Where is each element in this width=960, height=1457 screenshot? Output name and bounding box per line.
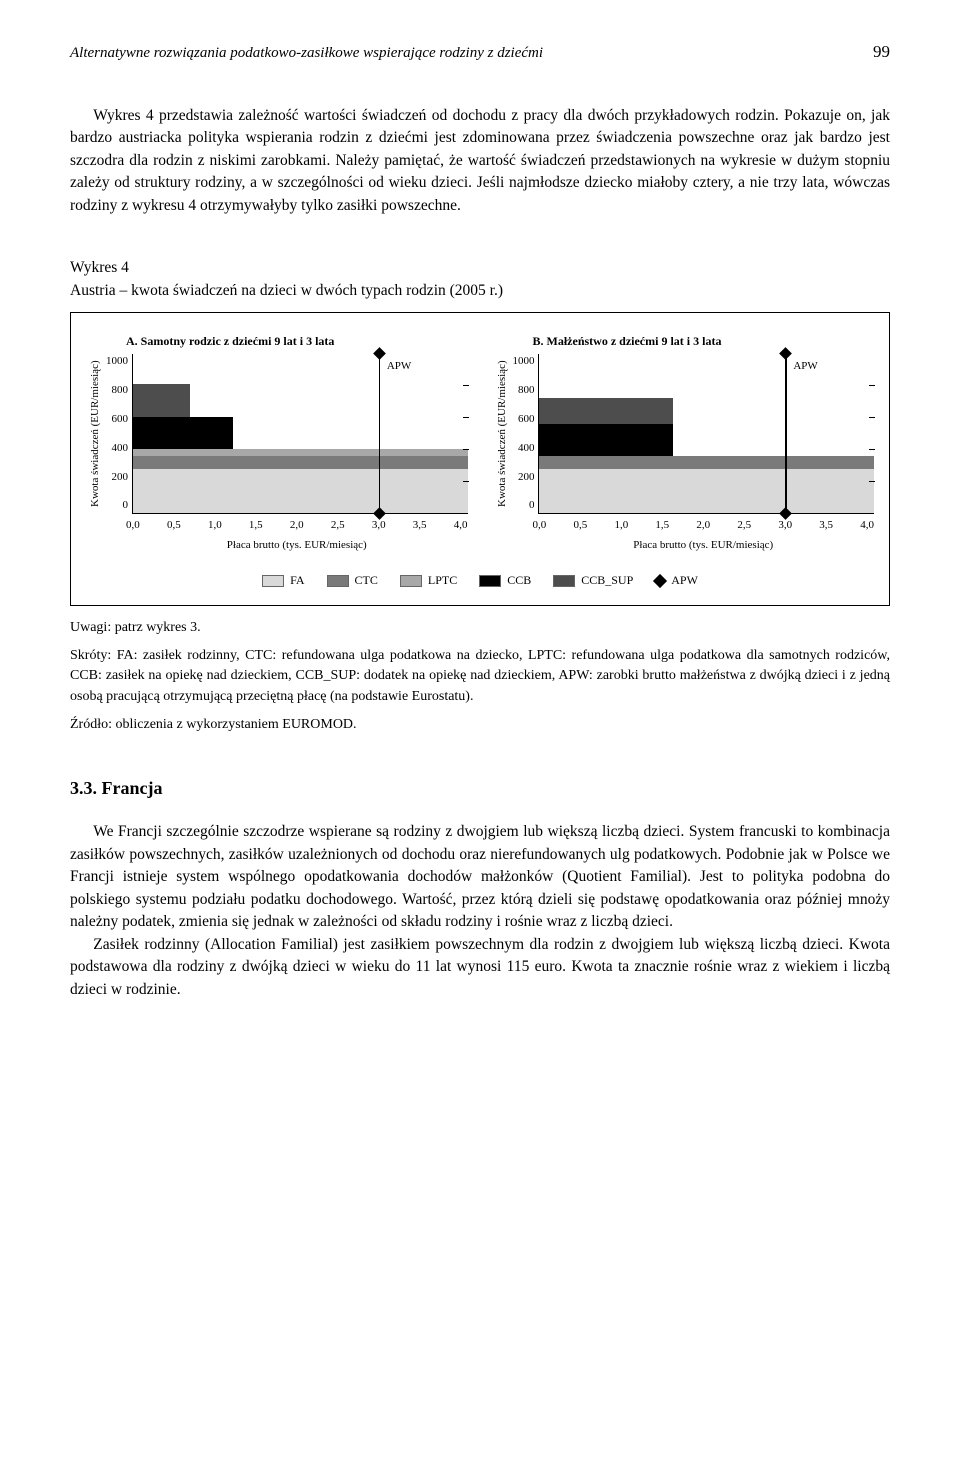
chart-panel-b: B. Małżeństwo z dziećmi 9 lat i 3 lata K…	[493, 333, 875, 554]
panel-b-xticks: 0,0 0,5 1,0 1,5 2,0 2,5 3,0 3,5 4,0	[533, 518, 875, 534]
axis-dash	[869, 481, 875, 482]
chart-abbrev: Skróty: FA: zasiłek rodzinny, CTC: refun…	[70, 646, 890, 707]
xtick-label: 0,0	[533, 518, 547, 534]
legend-swatch	[327, 575, 349, 587]
axis-dash	[463, 481, 469, 482]
bar-layer-fa	[133, 469, 468, 514]
xtick-label: 1,0	[208, 518, 222, 534]
legend-label: CTC	[355, 572, 378, 589]
running-title: Alternatywne rozwiązania podatkowo-zasił…	[70, 43, 543, 65]
section-para-1: We Francji szczególnie szczodrze wspiera…	[70, 821, 890, 933]
bar-layer-fa	[539, 469, 874, 514]
chart-notes: Uwagi: patrz wykres 3.	[70, 618, 890, 638]
xtick-label: 0,5	[167, 518, 181, 534]
ytick-label: 600	[512, 412, 534, 428]
ytick-label: 200	[106, 470, 128, 486]
legend-swatch	[262, 575, 284, 587]
axis-dash	[463, 449, 469, 450]
panel-b-apw-label: APW	[793, 359, 817, 375]
legend-label: LPTC	[428, 572, 457, 589]
chart-heading-line2: Austria – kwota świadczeń na dzieci w dw…	[70, 282, 503, 299]
ytick-label: 600	[106, 412, 128, 428]
ytick-label: 800	[512, 383, 534, 399]
xtick-label: 1,5	[655, 518, 669, 534]
legend-item-ctc: CTC	[327, 572, 378, 589]
panel-a-yticks: 1000 800 600 400 200 0	[106, 354, 132, 514]
section-heading: 3.3. Francja	[70, 775, 890, 801]
intro-paragraph: Wykres 4 przedstawia zależność wartości …	[70, 105, 890, 217]
ytick-label: 200	[512, 470, 534, 486]
axis-dash	[869, 417, 875, 418]
legend-item-lptc: LPTC	[400, 572, 457, 589]
panel-a-xticks: 0,0 0,5 1,0 1,5 2,0 2,5 3,0 3,5 4,0	[126, 518, 468, 534]
chart-panel-a: A. Samotny rodzic z dziećmi 9 lat i 3 la…	[86, 333, 468, 554]
legend-diamond-icon	[653, 574, 667, 588]
chart-legend: FA CTC LPTC CCB CCB_SUP APW	[86, 572, 874, 589]
ytick-label: 400	[106, 441, 128, 457]
legend-item-ccb_sup: CCB_SUP	[553, 572, 633, 589]
xtick-label: 2,0	[290, 518, 304, 534]
ytick-label: 0	[106, 498, 128, 514]
chart-source: Źródło: obliczenia z wykorzystaniem EURO…	[70, 715, 890, 735]
xtick-label: 4,0	[860, 518, 874, 534]
xtick-label: 2,0	[696, 518, 710, 534]
panel-b-title: B. Małżeństwo z dziećmi 9 lat i 3 lata	[493, 333, 875, 350]
axis-dash	[869, 385, 875, 386]
chart-container: A. Samotny rodzic z dziećmi 9 lat i 3 la…	[70, 312, 890, 606]
panel-b-xlabel: Płaca brutto (tys. EUR/miesiąc)	[533, 538, 875, 554]
panel-a-apw-label: APW	[387, 359, 411, 375]
legend-label: APW	[671, 572, 698, 589]
axis-dash	[463, 417, 469, 418]
apw-marker	[379, 354, 381, 513]
xtick-label: 1,0	[614, 518, 628, 534]
chart-heading-line1: Wykres 4	[70, 257, 890, 279]
legend-item-ccb: CCB	[479, 572, 531, 589]
legend-item-fa: FA	[262, 572, 304, 589]
xtick-label: 0,0	[126, 518, 140, 534]
panel-a-xlabel: Płaca brutto (tys. EUR/miesiąc)	[126, 538, 468, 554]
panel-a-title: A. Samotny rodzic z dziećmi 9 lat i 3 la…	[86, 333, 468, 350]
section-para-2: Zasiłek rodzinny (Allocation Familial) j…	[70, 934, 890, 1001]
page-number: 99	[873, 40, 890, 65]
xtick-label: 1,5	[249, 518, 263, 534]
apw-marker	[785, 354, 787, 513]
legend-swatch	[553, 575, 575, 587]
legend-swatch	[479, 575, 501, 587]
xtick-label: 3,0	[372, 518, 386, 534]
ytick-label: 800	[106, 383, 128, 399]
xtick-label: 3,5	[819, 518, 833, 534]
panel-a-plot: APW	[132, 354, 468, 514]
panel-b-plot: APW	[538, 354, 874, 514]
ytick-label: 400	[512, 441, 534, 457]
legend-swatch	[400, 575, 422, 587]
xtick-label: 2,5	[737, 518, 751, 534]
legend-item-apw: APW	[655, 572, 698, 589]
legend-label: CCB_SUP	[581, 572, 633, 589]
panel-b-ylabel: Kwota świadczeń (EUR/miesiąc)	[493, 354, 513, 514]
xtick-label: 3,0	[778, 518, 792, 534]
running-header: Alternatywne rozwiązania podatkowo-zasił…	[70, 40, 890, 65]
axis-dash	[869, 449, 875, 450]
ytick-label: 1000	[106, 354, 128, 370]
xtick-label: 2,5	[331, 518, 345, 534]
panel-a-ylabel: Kwota świadczeń (EUR/miesiąc)	[86, 354, 106, 514]
panel-b-yticks: 1000 800 600 400 200 0	[512, 354, 538, 514]
xtick-label: 3,5	[413, 518, 427, 534]
legend-label: FA	[290, 572, 304, 589]
xtick-label: 4,0	[454, 518, 468, 534]
axis-dash	[463, 385, 469, 386]
xtick-label: 0,5	[573, 518, 587, 534]
ytick-label: 0	[512, 498, 534, 514]
legend-label: CCB	[507, 572, 531, 589]
ytick-label: 1000	[512, 354, 534, 370]
chart-heading: Wykres 4 Austria – kwota świadczeń na dz…	[70, 257, 890, 302]
